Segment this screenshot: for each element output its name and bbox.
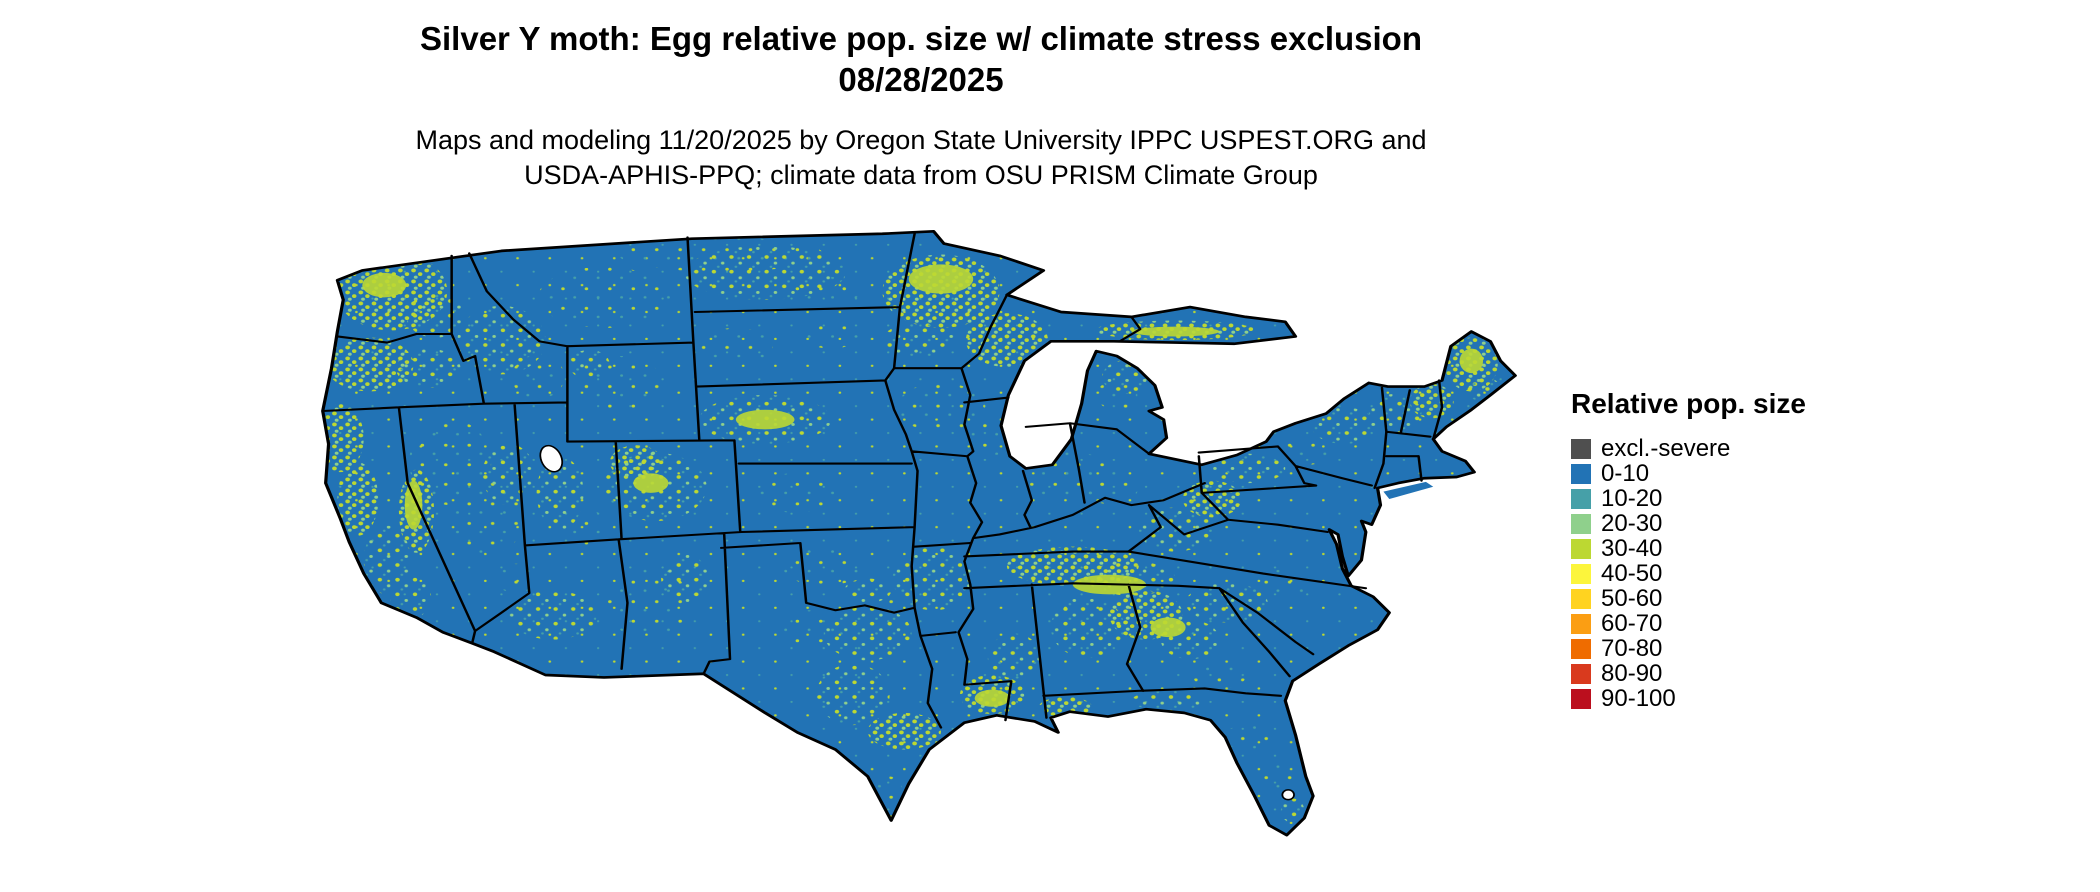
legend: Relative pop. size excl.-severe 0-10 10-20… [1571, 388, 1891, 711]
legend-label: 80-90 [1601, 659, 1663, 687]
legend-swatch [1571, 638, 1591, 659]
legend-item: 40-50 [1571, 561, 1891, 586]
map-title-date: 08/28/2025 [838, 61, 1004, 99]
legend-item: 0-10 [1571, 461, 1891, 486]
legend-swatch [1571, 463, 1591, 484]
legend-item: 20-30 [1571, 511, 1891, 536]
legend-item: 60-70 [1571, 611, 1891, 636]
legend-swatch [1571, 688, 1591, 709]
legend-swatch [1571, 513, 1591, 534]
legend-item: 90-100 [1571, 686, 1891, 711]
legend-items: excl.-severe 0-10 10-20 20-30 30-40 40-50 50-6… [1571, 436, 1891, 711]
legend-swatch [1571, 613, 1591, 634]
legend-label: 50-60 [1601, 584, 1663, 612]
great-salt-lake [539, 444, 564, 473]
legend-swatch [1571, 538, 1591, 559]
legend-swatch [1571, 563, 1591, 584]
legend-title: Relative pop. size [1571, 388, 1806, 419]
map-subtitle-line1: Maps and modeling 11/20/2025 by Oregon S… [415, 124, 1427, 155]
legend-item: 80-90 [1571, 661, 1891, 686]
legend-label: 20-30 [1601, 509, 1663, 537]
legend-item: excl.-severe [1571, 436, 1891, 461]
legend-label: 60-70 [1601, 609, 1663, 637]
us-map-svg [321, 229, 1517, 837]
legend-label: 0-10 [1601, 459, 1650, 487]
legend-label: 10-20 [1601, 484, 1663, 512]
us-map [311, 224, 1527, 884]
legend-swatch [1571, 488, 1591, 509]
legend-item: 70-80 [1571, 636, 1891, 661]
map-subtitle-line2: USDA-APHIS-PPQ; climate data from OSU PR… [524, 159, 1318, 190]
legend-label: 70-80 [1601, 634, 1663, 662]
legend-label: excl.-severe [1601, 434, 1731, 462]
lake-okeechobee [1281, 789, 1295, 801]
map-title-line1: Silver Y moth: Egg relative pop. size w/… [420, 20, 1422, 57]
legend-label: 30-40 [1601, 534, 1663, 562]
population-speckle-layer [322, 231, 1516, 836]
legend-swatch [1571, 663, 1591, 684]
legend-label: 40-50 [1601, 559, 1663, 587]
legend-swatch [1571, 588, 1591, 609]
legend-swatch [1571, 438, 1591, 459]
long-island [1383, 481, 1434, 499]
legend-label: 90-100 [1601, 684, 1676, 712]
legend-item: 10-20 [1571, 486, 1891, 511]
legend-item: 50-60 [1571, 586, 1891, 611]
state-borders [321, 232, 1444, 729]
legend-item: 30-40 [1571, 536, 1891, 561]
header: Silver Y moth: Egg relative pop. size w/… [0, 18, 1842, 193]
map-subtitle: Maps and modeling 11/20/2025 by Oregon S… [0, 123, 1842, 193]
